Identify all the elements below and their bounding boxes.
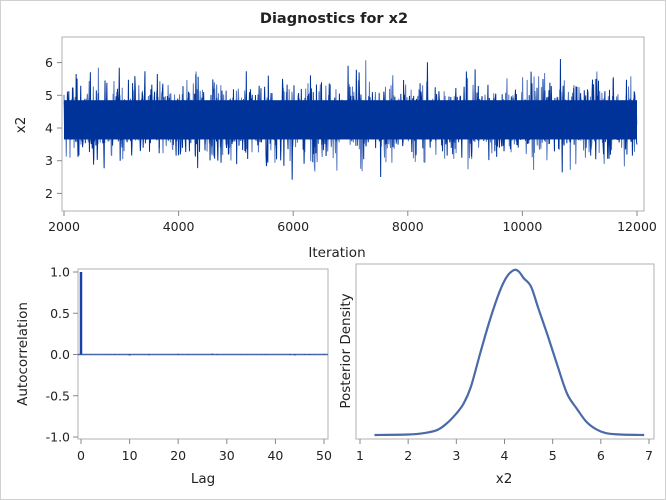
density-xtick-label: 1: [356, 448, 364, 463]
density-xtick-label: 3: [452, 448, 460, 463]
density-xtick-label: 6: [597, 448, 605, 463]
density-xtick-label: 5: [549, 448, 557, 463]
trace-xlabel: Iteration: [308, 245, 365, 261]
density-xtick-label: 7: [645, 448, 653, 463]
acf-ytick-label: -0.5: [46, 388, 70, 403]
trace-frame: [61, 36, 645, 212]
acf-ytick-label: -1.0: [46, 430, 70, 445]
chart-title: Diagnostics for x2: [260, 11, 408, 27]
trace-ytick-label: 2: [45, 186, 53, 201]
density-frame: [355, 263, 655, 440]
trace-ytick-label: 5: [45, 88, 53, 103]
acf-xtick-label: 20: [170, 448, 186, 463]
acf-ylabel: Autocorrelation: [15, 302, 31, 406]
trace-xtick-label: 2000: [48, 219, 80, 234]
autocorrelation-panel: 0 10 20 30 40 50 1.0 0.5 0.0 -0.5 -1.0 Lag Autocor…: [15, 265, 332, 488]
trace-ytick-label: 4: [45, 121, 53, 136]
density-xtick-label: 4: [501, 448, 509, 463]
trace-xtick-label: 4000: [163, 219, 195, 234]
acf-xlabel: Lag: [191, 471, 215, 487]
trace-xtick-label: 10000: [503, 219, 543, 234]
density-xtick-label: 2: [404, 448, 412, 463]
trace-core: [64, 100, 637, 140]
acf-xtick-label: 0: [77, 448, 85, 463]
density-xlabel: x2: [496, 471, 513, 487]
acf-ytick-label: 0.5: [50, 306, 70, 321]
acf-ytick-label: 1.0: [50, 265, 70, 280]
acf-ytick-label: 0.0: [50, 347, 70, 362]
density-curve: [374, 268, 645, 437]
density-panel: 1 2 3 4 5 6 7 x2 Posterior Density: [338, 263, 655, 487]
acf-xtick-label: 40: [267, 448, 283, 463]
trace-panel: 2000 4000 6000 8000 10000 12000 2 3 4 5 6 Iteratio…: [13, 36, 657, 261]
trace-xtick-label: 8000: [392, 219, 424, 234]
trace-ylabel: x2: [13, 117, 29, 134]
trace-series: [63, 58, 638, 180]
trace-xtick-label: 6000: [277, 219, 309, 234]
acf-xtick-label: 30: [219, 448, 235, 463]
acf-xtick-label: 50: [316, 448, 332, 463]
trace-xtick-label: 12000: [617, 219, 657, 234]
trace-ytick-label: 6: [45, 55, 53, 70]
acf-xtick-label: 10: [122, 448, 138, 463]
trace-ytick-label: 3: [45, 153, 53, 168]
density-ylabel: Posterior Density: [338, 293, 354, 408]
